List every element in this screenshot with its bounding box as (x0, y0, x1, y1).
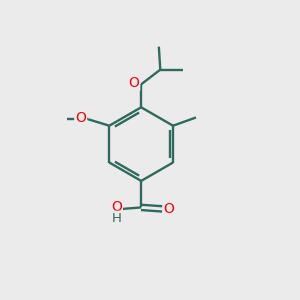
Text: O: O (164, 202, 174, 216)
Text: O: O (75, 111, 86, 125)
Text: O: O (111, 200, 122, 214)
Text: O: O (128, 76, 139, 90)
Text: H: H (112, 212, 122, 225)
